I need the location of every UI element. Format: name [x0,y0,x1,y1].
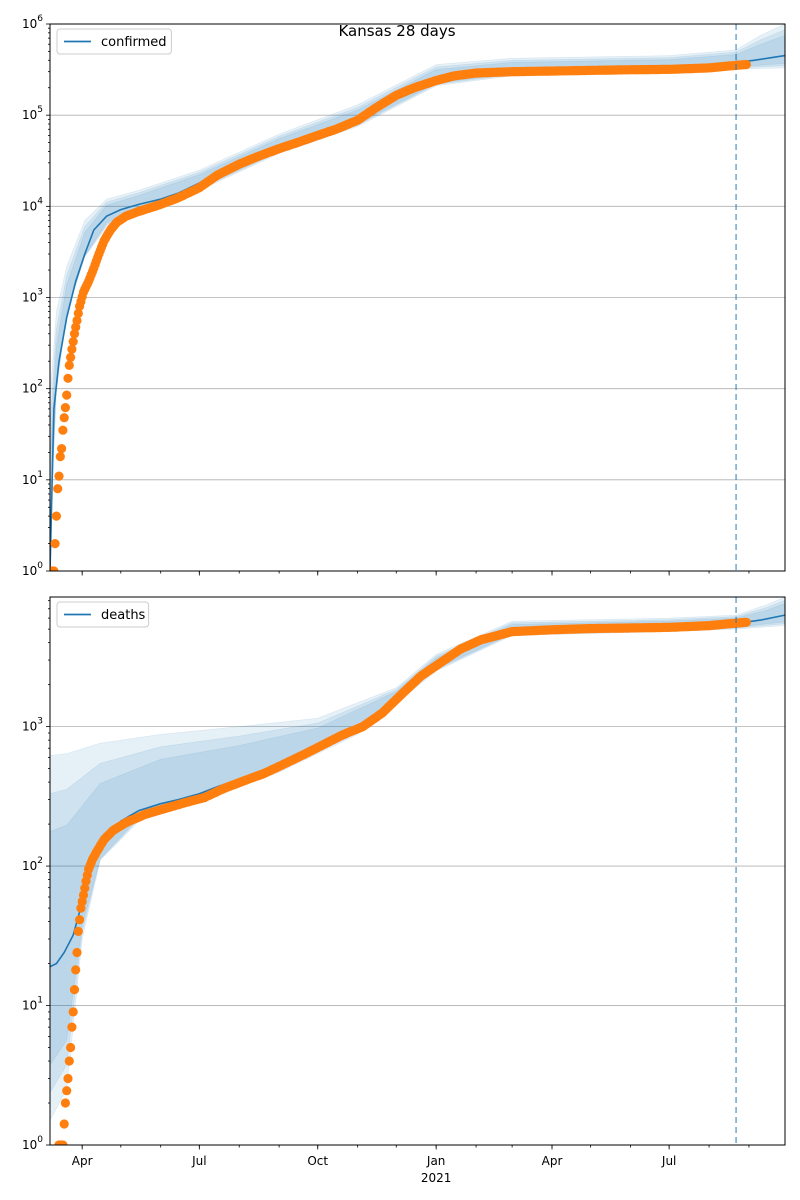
x-tick-label: Oct [307,1154,328,1168]
x-tick-label: Apr [542,1154,563,1168]
observed-point [55,452,65,462]
observed-point [54,471,64,481]
confirmed-line [50,61,737,571]
observed-point [59,413,69,423]
observed-point [72,947,82,958]
confirmed-band [50,51,737,536]
observed-point [64,360,74,370]
observed-point [741,617,752,627]
confirmed-panel: 100 101 102 103 104 105 106 confirmed [22,14,786,578]
legend-box [56,601,150,628]
y-tick-label: 101 [22,996,43,1013]
observed-point [60,1098,70,1108]
x-tick-label: Apr [72,1154,93,1168]
deaths-panel: 100 101 102 103 Apr Jul Oct Jan Apr Jul 2021 deaths [22,596,786,1185]
axes-frame [49,596,786,1146]
observed-point [78,890,89,900]
observed-point [75,915,85,925]
plot-area [50,24,785,571]
y-tick-label: 103 [22,288,43,305]
y-tick-label: 106 [22,14,43,31]
figure-title: Kansas 28 days [338,22,455,40]
observed-point [67,344,77,354]
observed-point [68,1007,78,1017]
observed-point [62,1086,72,1096]
observed-point [58,425,68,435]
plot-area [50,597,785,1145]
y-tick-label: 102 [22,856,43,873]
deaths-band [50,616,737,1094]
observed-point [71,965,81,975]
confirmed-band [50,49,737,528]
observed-point [68,337,78,347]
legend-label: confirmed [101,35,167,50]
observed-point [66,1042,76,1053]
legend-label: deaths [101,608,146,623]
y-tick-label: 105 [22,105,43,122]
observed-point [59,1119,69,1129]
y-tick-label: 102 [22,379,43,396]
observed-point [63,373,73,383]
observed-point [80,883,90,893]
observed-point [63,1073,73,1084]
legend: deaths [56,601,150,628]
observed-point [62,390,72,400]
y-tick-label: 103 [22,717,43,734]
observed-point [50,566,59,571]
legend: confirmed [56,28,172,55]
x-year-label: 2021 [421,1171,452,1185]
observed-point [53,484,63,494]
observed-point [51,511,62,521]
x-tick-label: Jul [661,1154,676,1168]
observed-point [60,403,70,413]
observed-point [66,352,76,362]
observed-point [72,315,82,326]
y-tick-label: 100 [22,1135,43,1152]
observed-point [67,1022,77,1032]
y-tick-label: 104 [22,196,43,213]
legend-box [56,28,172,55]
y-tick-label: 100 [22,561,43,578]
observed-point [741,59,752,70]
observed-point [57,444,67,454]
observed-point [73,308,83,318]
observed-point [73,926,83,937]
observed-point [69,985,80,995]
confirmed-band [50,54,737,544]
observed-point [64,1056,74,1066]
deaths-band [50,617,737,1066]
observed-point [58,1140,68,1145]
y-tick-label: 101 [22,470,43,487]
x-tick-label: Jul [191,1154,206,1168]
x-tick-label: Jan [426,1154,446,1168]
observed-point [50,539,60,549]
